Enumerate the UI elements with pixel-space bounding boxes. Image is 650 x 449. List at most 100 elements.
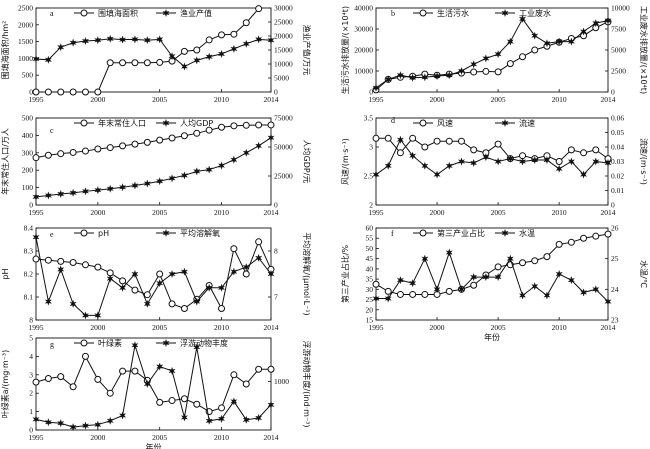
data-point	[168, 397, 176, 405]
data-point	[580, 149, 588, 157]
data-point	[421, 73, 429, 82]
x-tick-label: 2005	[491, 323, 506, 332]
data-point	[119, 59, 127, 67]
data-point	[230, 122, 238, 130]
data-point	[94, 375, 102, 383]
data-point	[580, 170, 588, 179]
data-point	[267, 133, 275, 142]
series-star	[32, 341, 275, 432]
y-left-tick-label: 100	[22, 183, 34, 192]
data-point	[81, 261, 89, 269]
data-point	[119, 367, 127, 375]
y-left-tick-label: 8	[29, 316, 33, 325]
y-left-axis-label: pH	[1, 268, 10, 279]
data-point	[32, 154, 40, 162]
data-point	[44, 256, 52, 264]
x-tick-label: 2010	[214, 208, 229, 217]
data-point	[106, 144, 114, 152]
series-line	[35, 355, 271, 413]
data-point	[131, 286, 139, 294]
x-tick-label: 2010	[552, 323, 567, 332]
data-point	[433, 170, 441, 179]
y-right-axis-label: 流速/(m·s⁻¹)	[639, 138, 649, 185]
y-left-tick-label: 8.3	[24, 247, 34, 256]
series-star	[372, 14, 612, 92]
legend-marker	[80, 119, 88, 127]
data-point	[193, 129, 201, 137]
data-point	[81, 311, 90, 320]
x-tick-label: 2014	[601, 208, 616, 217]
data-point	[156, 270, 164, 278]
y-right-axis-label: 人均GDP/元	[302, 140, 312, 184]
data-point	[32, 415, 40, 424]
y-right-tick-label: 10000	[274, 60, 293, 69]
data-point	[94, 145, 102, 153]
data-point	[482, 272, 490, 282]
data-point	[217, 49, 226, 58]
x-tick-label: 2000	[90, 323, 105, 332]
y-left-tick-label: 20	[366, 305, 374, 314]
data-point	[106, 416, 114, 425]
data-point	[57, 419, 65, 428]
data-point	[506, 60, 514, 68]
x-tick-label: 2010	[214, 433, 229, 442]
data-point	[205, 36, 213, 44]
data-point	[457, 285, 466, 294]
x-tick-label: 2000	[90, 433, 105, 442]
data-point	[69, 299, 77, 308]
data-point	[32, 192, 40, 201]
y-left-axis-label: 围填海面积/hm²	[0, 21, 10, 80]
legend-marker	[501, 228, 509, 238]
data-point	[32, 54, 40, 64]
legend-marker	[162, 118, 170, 128]
data-point	[180, 47, 188, 55]
data-point	[372, 170, 380, 179]
legend-marker	[80, 229, 88, 237]
data-point	[230, 267, 238, 276]
panel-label: b	[391, 9, 395, 18]
data-point	[193, 400, 201, 408]
legend-label: 叶绿素	[98, 338, 122, 348]
legend-label: 渔业产值	[180, 8, 212, 18]
data-point	[396, 276, 404, 285]
y-right-tick-label: 0.01	[611, 186, 624, 195]
data-point	[555, 240, 563, 248]
y-right-tick-label: 0.04	[611, 143, 624, 152]
data-point	[470, 158, 478, 168]
x-tick-label: 2005	[152, 433, 167, 442]
data-point	[94, 36, 102, 45]
y-left-tick-label: 1500	[18, 37, 33, 46]
data-point	[156, 362, 164, 371]
x-tick-label: 2010	[214, 95, 229, 104]
x-tick-label: 2000	[430, 323, 445, 332]
data-point	[69, 38, 77, 47]
data-point	[531, 282, 539, 291]
data-point	[267, 365, 275, 373]
x-tick-label: 1995	[29, 433, 44, 442]
data-point	[470, 146, 478, 154]
y-left-tick-label: 4	[29, 352, 33, 361]
y-left-tick-label: 30	[366, 285, 374, 294]
data-point	[217, 161, 226, 170]
data-point	[372, 83, 380, 92]
y-left-tick-label: 2	[29, 389, 33, 398]
y-left-tick-label: 50	[366, 244, 374, 253]
data-point	[372, 134, 380, 142]
data-point	[555, 269, 563, 279]
series-star	[32, 233, 275, 320]
y-right-tick-label: 15000	[274, 46, 293, 55]
data-point	[69, 383, 77, 391]
y-right-tick-label: 0.02	[611, 172, 624, 181]
data-point	[518, 291, 527, 300]
data-point	[409, 279, 417, 288]
data-point	[69, 188, 77, 197]
x-tick-label: 2010	[552, 95, 567, 104]
data-point	[156, 177, 164, 186]
y-right-axis-label: 渔业产值/万元	[302, 25, 312, 76]
data-point	[421, 290, 429, 298]
data-point	[106, 34, 114, 43]
data-point	[255, 141, 263, 150]
data-point	[106, 274, 114, 283]
x-tick-label: 1995	[29, 208, 44, 217]
